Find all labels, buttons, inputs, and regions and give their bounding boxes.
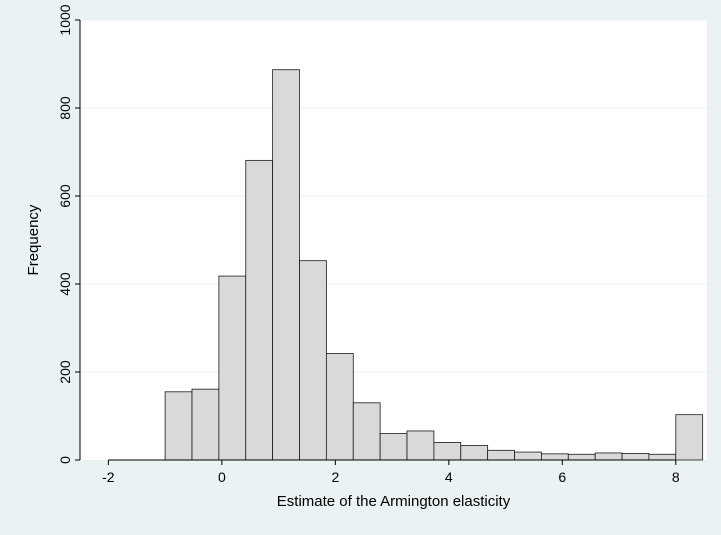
histogram-bar — [675, 414, 704, 461]
histogram-bar — [299, 260, 327, 461]
histogram-bar — [487, 449, 515, 461]
histogram-bar — [164, 391, 193, 461]
y-tick-label: 400 — [57, 272, 73, 296]
grid-lines — [80, 19, 707, 373]
x-tick-label: 2 — [331, 469, 339, 485]
histogram-bar — [272, 69, 300, 461]
histogram-bar — [433, 441, 462, 461]
histogram-bar — [379, 433, 408, 461]
x-axis-label: Estimate of the Armington elasticity — [277, 493, 511, 510]
x-tick-label: 4 — [445, 469, 453, 485]
histogram-bar — [514, 451, 542, 461]
histogram-bar — [352, 402, 381, 461]
histogram-bar — [541, 453, 569, 461]
y-tick-label: 800 — [57, 96, 73, 120]
y-tick-label: 1000 — [57, 4, 73, 35]
histogram-bar — [325, 353, 354, 461]
histogram-bar — [406, 430, 435, 461]
histogram-bar — [648, 453, 677, 461]
x-tick-label: 0 — [218, 469, 226, 485]
histogram-bar — [245, 159, 274, 461]
y-axis-label: Frequency — [25, 204, 42, 275]
plot-area — [80, 20, 707, 460]
x-tick-label: -2 — [102, 469, 115, 485]
y-tick-label: 200 — [57, 360, 73, 384]
x-tick-label: 8 — [672, 469, 680, 485]
bars — [164, 69, 704, 461]
histogram-bar — [567, 453, 596, 461]
axes: 0 200 400 600 800 1000 -2 0 2 4 6 8 — [57, 4, 680, 485]
y-tick-label: 0 — [57, 456, 73, 464]
histogram-bar — [621, 452, 650, 461]
histogram-bar — [460, 445, 489, 461]
histogram-bar — [218, 275, 247, 461]
histogram-bar — [191, 388, 220, 461]
y-tick-label: 600 — [57, 184, 73, 208]
histogram-bar — [594, 452, 623, 461]
x-tick-label: 6 — [558, 469, 566, 485]
